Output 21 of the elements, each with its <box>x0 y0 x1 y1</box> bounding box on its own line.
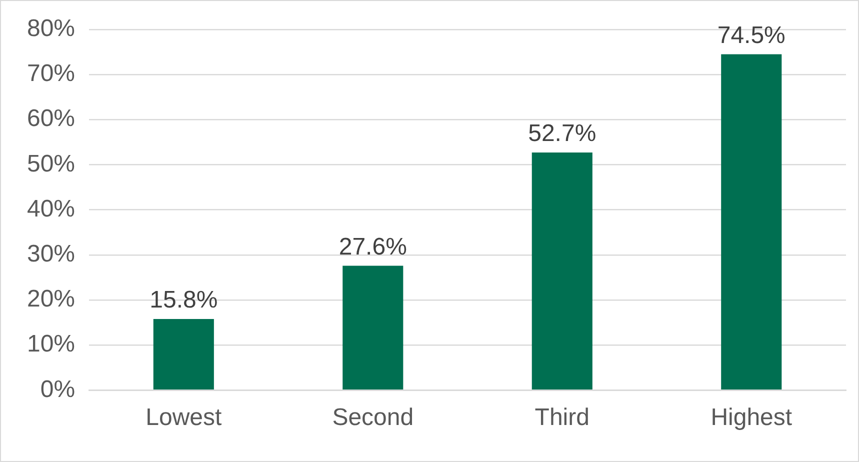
data-label: 52.7% <box>528 120 596 148</box>
y-tick-label: 70% <box>26 60 76 88</box>
y-tick-label: 80% <box>26 15 76 42</box>
bar <box>721 54 782 390</box>
data-label: 15.8% <box>150 286 218 314</box>
bar <box>342 266 404 390</box>
x-tick-label: Highest <box>710 404 792 432</box>
y-tick-label: 60% <box>26 105 76 132</box>
y-tick-label: 50% <box>26 150 76 178</box>
y-tick-label: 30% <box>26 240 76 268</box>
data-label: 27.6% <box>338 233 407 260</box>
bar <box>532 152 592 390</box>
x-tick-label: Third <box>534 404 590 432</box>
y-tick-label: 40% <box>26 195 76 222</box>
y-tick-label: 10% <box>26 330 76 358</box>
x-tick-label: Second <box>332 404 414 432</box>
y-tick-label: 0% <box>40 376 76 403</box>
y-tick-label: 20% <box>26 286 76 313</box>
bar <box>153 318 214 390</box>
data-label: 74.5% <box>717 22 786 49</box>
x-tick-label: Lowest <box>146 404 222 432</box>
